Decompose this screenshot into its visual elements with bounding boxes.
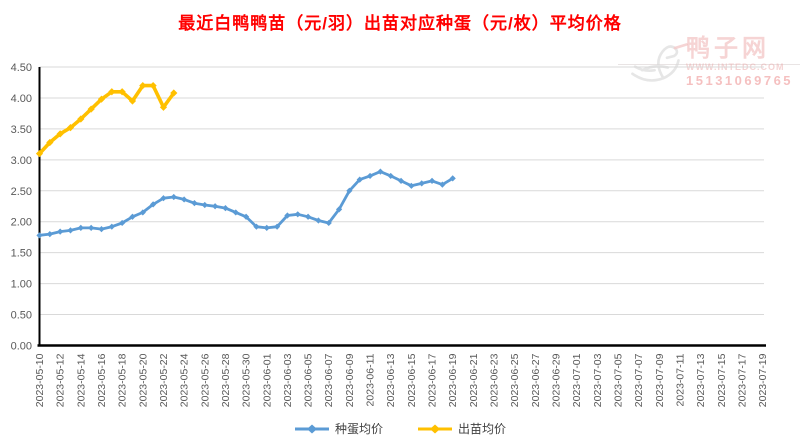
- svg-text:2023-05-12: 2023-05-12: [55, 353, 67, 407]
- svg-text:2023-05-26: 2023-05-26: [199, 353, 211, 407]
- svg-text:2023-06-19: 2023-06-19: [447, 353, 459, 407]
- svg-text:2023-05-18: 2023-05-18: [117, 353, 129, 407]
- svg-text:2023-06-15: 2023-06-15: [406, 353, 418, 407]
- svg-text:2023-06-09: 2023-06-09: [344, 353, 356, 407]
- svg-text:2023-06-07: 2023-06-07: [323, 353, 335, 407]
- legend-label-egg: 种蛋均价: [334, 422, 383, 436]
- legend-label-duckling: 出苗均价: [458, 422, 507, 436]
- svg-text:2.00: 2.00: [11, 217, 32, 229]
- svg-text:2023-06-01: 2023-06-01: [261, 353, 273, 407]
- legend-item-egg: 种蛋均价: [294, 420, 383, 437]
- chart-legend: 种蛋均价 出苗均价: [0, 420, 800, 437]
- svg-text:2023-06-11: 2023-06-11: [365, 353, 377, 406]
- series-duckling: [35, 81, 178, 158]
- svg-text:3.00: 3.00: [11, 155, 32, 167]
- svg-text:2023-07-09: 2023-07-09: [654, 353, 666, 407]
- gridlines: [39, 66, 764, 316]
- svg-text:3.50: 3.50: [11, 124, 32, 136]
- svg-text:4.00: 4.00: [11, 93, 32, 105]
- svg-text:2023-07-19: 2023-07-19: [757, 353, 769, 407]
- svg-text:2023-07-13: 2023-07-13: [695, 353, 707, 407]
- svg-text:2023-06-23: 2023-06-23: [489, 353, 501, 407]
- svg-text:2023-05-16: 2023-05-16: [96, 353, 108, 407]
- svg-text:2023-05-20: 2023-05-20: [137, 353, 149, 407]
- svg-text:2023-07-05: 2023-07-05: [612, 353, 624, 407]
- chart-title: 最近白鸭鸭苗（元/羽）出苗对应种蛋（元/枚）平均价格: [178, 14, 622, 33]
- svg-text:2023-07-15: 2023-07-15: [716, 353, 728, 407]
- svg-text:2023-06-05: 2023-06-05: [303, 353, 315, 407]
- x-axis-tick-labels: 2023-05-10 2023-05-12 2023-05-14 2023-05-16…: [34, 353, 769, 407]
- svg-text:2023-06-25: 2023-06-25: [509, 353, 521, 407]
- svg-text:2023-06-21: 2023-06-21: [468, 353, 480, 407]
- svg-text:4.50: 4.50: [11, 62, 32, 74]
- y-axis-tick-labels: 0.00 0.50 1.00 1.50 2.00 2.50 3.00 3.50 4.00 4.50: [11, 62, 32, 353]
- svg-text:2023-07-11: 2023-07-11: [674, 353, 686, 406]
- svg-text:1.00: 1.00: [11, 279, 32, 291]
- svg-text:2023-07-01: 2023-07-01: [571, 353, 583, 407]
- svg-text:2023-05-10: 2023-05-10: [34, 353, 46, 407]
- svg-text:2023-05-14: 2023-05-14: [75, 353, 87, 407]
- svg-text:2023-07-17: 2023-07-17: [736, 353, 748, 407]
- svg-text:2023-05-30: 2023-05-30: [241, 353, 253, 407]
- series-egg: [36, 168, 456, 239]
- legend-item-duckling: 出苗均价: [417, 420, 506, 437]
- svg-text:2.50: 2.50: [11, 186, 32, 198]
- svg-text:1.50: 1.50: [11, 248, 32, 260]
- svg-text:2023-05-22: 2023-05-22: [158, 353, 170, 407]
- duckling-series-swatch-icon: [418, 424, 452, 433]
- svg-text:2023-06-29: 2023-06-29: [551, 353, 563, 407]
- egg-series-swatch-icon: [294, 424, 329, 433]
- svg-text:0.00: 0.00: [11, 341, 32, 353]
- svg-text:2023-06-03: 2023-06-03: [282, 353, 294, 407]
- svg-text:2023-05-28: 2023-05-28: [220, 353, 232, 407]
- svg-text:0.50: 0.50: [11, 310, 32, 322]
- svg-text:2023-06-27: 2023-06-27: [530, 353, 542, 407]
- svg-text:2023-07-03: 2023-07-03: [592, 353, 604, 407]
- svg-text:2023-06-17: 2023-06-17: [427, 353, 439, 407]
- svg-text:2023-07-07: 2023-07-07: [633, 353, 645, 407]
- svg-text:2023-06-13: 2023-06-13: [385, 353, 397, 407]
- svg-text:2023-05-24: 2023-05-24: [179, 353, 191, 407]
